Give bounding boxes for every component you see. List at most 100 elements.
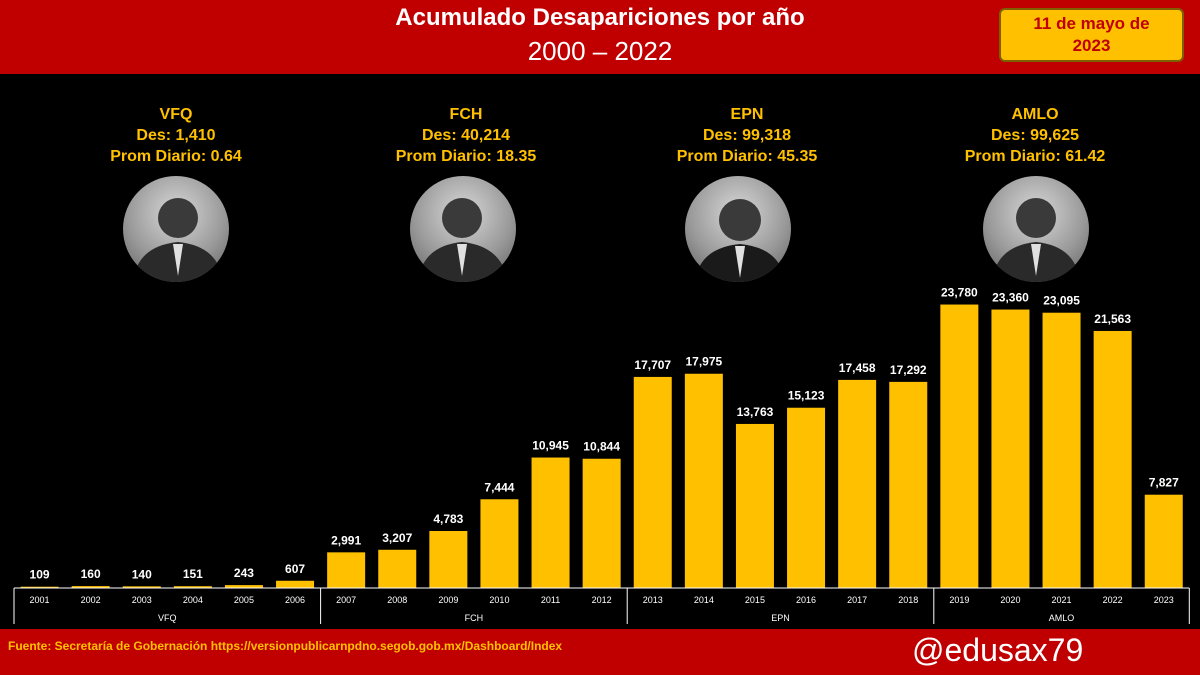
bar <box>1093 330 1132 588</box>
x-tick-label: 2009 <box>438 595 458 605</box>
bar <box>991 309 1030 588</box>
president-fch: FCH Des: 40,214 Prom Diario: 18.35 <box>356 104 576 167</box>
date-line-2: 2023 <box>1072 36 1111 55</box>
date-text: 11 de mayo de 2023 <box>1017 13 1167 57</box>
person-silhouette-icon <box>418 198 508 282</box>
bar <box>1042 312 1081 588</box>
president-prom: Prom Diario: 18.35 <box>395 148 537 165</box>
data-label: 17,707 <box>634 358 671 372</box>
person-silhouette-icon <box>695 199 785 282</box>
x-tick-label: 2017 <box>847 595 867 605</box>
x-tick-label: 2007 <box>336 595 356 605</box>
president-vfq: VFQ Des: 1,410 Prom Diario: 0.64 <box>66 104 286 167</box>
bar <box>735 423 774 588</box>
bar <box>224 585 263 588</box>
chart-title: Acumulado Desapariciones por año <box>395 4 805 31</box>
president-name: VFQ <box>159 106 193 123</box>
x-tick-label: 2008 <box>387 595 407 605</box>
president-name: EPN <box>730 106 764 123</box>
group-label: VFQ <box>158 613 177 623</box>
date-badge: 11 de mayo de 2023 <box>999 8 1184 62</box>
chart-subtitle: 2000 – 2022 <box>527 36 673 66</box>
bar <box>838 379 877 588</box>
portrait-fch <box>410 176 516 282</box>
bar <box>787 407 826 588</box>
x-tick-label: 2010 <box>489 595 509 605</box>
data-label: 3,207 <box>382 531 412 545</box>
group-label: FCH <box>465 613 484 623</box>
x-tick-label: 2022 <box>1103 595 1123 605</box>
bar <box>327 552 366 588</box>
bar <box>684 373 723 588</box>
x-tick-label: 2014 <box>694 595 714 605</box>
bar <box>429 530 468 588</box>
data-label: 140 <box>132 567 152 581</box>
bar <box>480 499 519 588</box>
x-tick-label: 2006 <box>285 595 305 605</box>
president-name: FCH <box>449 106 483 123</box>
source-text: Fuente: Secretaría de Gobernación https:… <box>8 639 563 653</box>
data-label: 7,827 <box>1149 476 1179 490</box>
data-label: 23,095 <box>1043 294 1080 308</box>
president-prom: Prom Diario: 0.64 <box>110 148 242 165</box>
x-tick-label: 2003 <box>132 595 152 605</box>
bar <box>940 304 979 588</box>
footer-bar: Fuente: Secretaría de Gobernación https:… <box>0 629 1200 675</box>
social-handle: @edusax79 <box>912 632 1084 668</box>
data-label: 10,945 <box>532 439 569 453</box>
x-tick-label: 2012 <box>592 595 612 605</box>
data-label: 2,991 <box>331 533 361 547</box>
bar <box>582 458 621 588</box>
president-prom: Prom Diario: 61.42 <box>964 148 1106 165</box>
data-label: 4,783 <box>433 512 463 526</box>
data-label: 21,563 <box>1094 312 1131 326</box>
x-tick-label: 2020 <box>1000 595 1020 605</box>
person-silhouette-icon <box>133 198 223 282</box>
president-des: Des: 99,625 <box>990 127 1080 144</box>
president-name: AMLO <box>1011 106 1059 123</box>
bar <box>20 586 59 588</box>
bar <box>531 457 570 588</box>
data-label: 23,360 <box>992 291 1029 305</box>
data-label: 13,763 <box>737 405 774 419</box>
data-label: 109 <box>30 568 50 582</box>
president-des: Des: 1,410 <box>136 127 216 144</box>
bar <box>1144 494 1183 588</box>
x-tick-label: 2002 <box>81 595 101 605</box>
data-label: 17,975 <box>685 355 722 369</box>
president-epn: EPN Des: 99,318 Prom Diario: 45.35 <box>637 104 857 167</box>
president-des: Des: 40,214 <box>421 127 511 144</box>
bar <box>633 376 672 588</box>
x-tick-label: 2011 <box>541 595 560 605</box>
x-tick-label: 2021 <box>1052 595 1072 605</box>
president-amlo: AMLO Des: 99,625 Prom Diario: 61.42 <box>925 104 1145 167</box>
group-label: EPN <box>771 613 790 623</box>
data-label: 17,292 <box>890 363 927 377</box>
data-label: 243 <box>234 566 254 580</box>
group-label: AMLO <box>1049 613 1075 623</box>
x-tick-label: 2019 <box>949 595 969 605</box>
bar <box>173 586 212 588</box>
data-label: 7,444 <box>484 480 514 494</box>
bar <box>378 549 417 588</box>
data-label: 607 <box>285 562 305 576</box>
data-label: 151 <box>183 567 203 581</box>
portrait-vfq <box>123 176 229 282</box>
person-silhouette-icon <box>992 198 1080 282</box>
x-tick-label: 2015 <box>745 595 765 605</box>
x-tick-label: 2018 <box>898 595 918 605</box>
president-des: Des: 99,318 <box>702 127 792 144</box>
bar <box>276 580 315 588</box>
x-tick-label: 2001 <box>30 595 50 605</box>
portrait-epn <box>685 176 791 282</box>
portrait-amlo <box>983 176 1089 282</box>
bar <box>889 381 928 588</box>
data-label: 17,458 <box>839 361 876 375</box>
data-label: 10,844 <box>583 440 620 454</box>
date-line-1: 11 de mayo de <box>1033 14 1150 33</box>
bar <box>122 586 161 588</box>
bar <box>71 586 110 588</box>
data-label: 160 <box>81 567 101 581</box>
x-tick-label: 2016 <box>796 595 816 605</box>
